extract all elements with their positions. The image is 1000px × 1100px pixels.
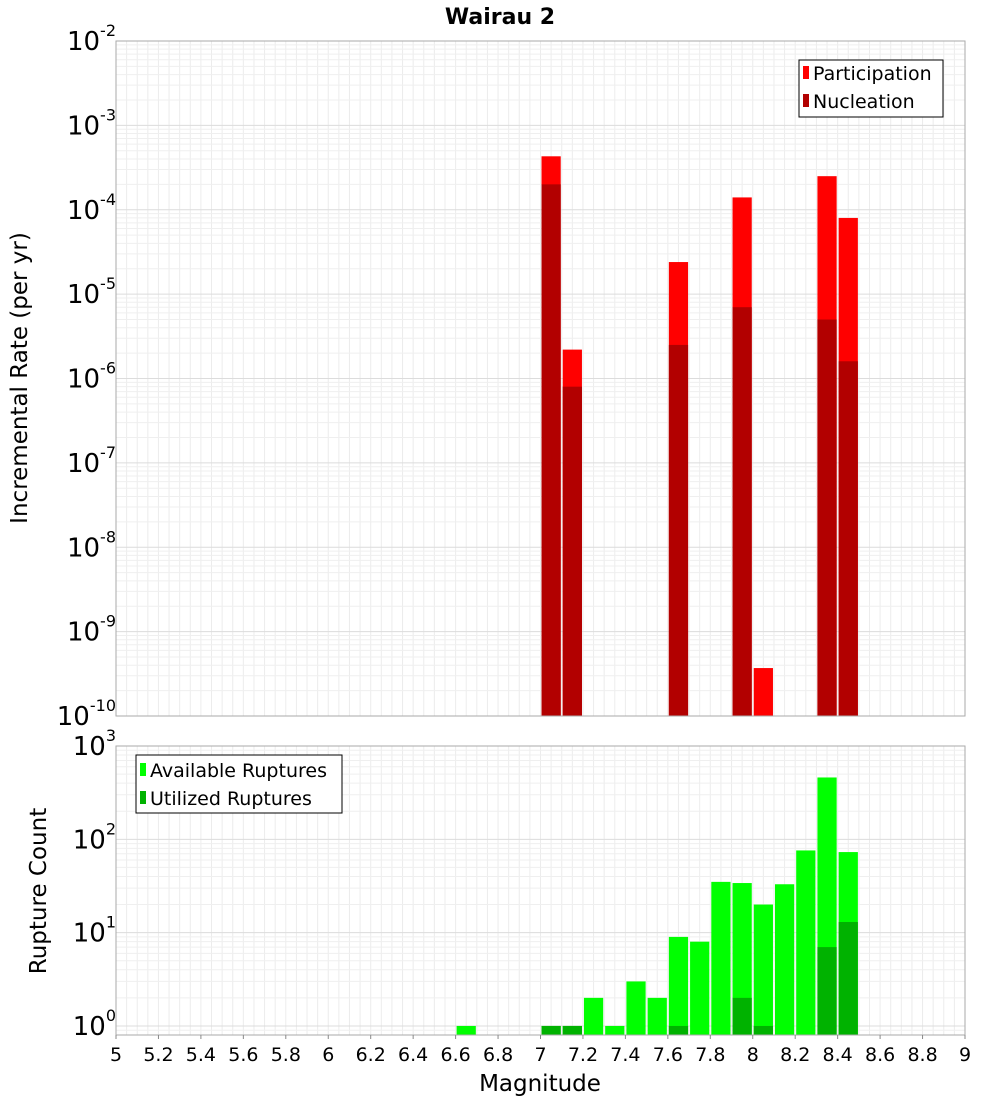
x-tick-label: 7.6 — [653, 1044, 683, 1066]
y-tick-label: 101 — [73, 913, 116, 949]
count-bars — [456, 777, 858, 1035]
chart-title: Wairau 2 — [445, 5, 555, 30]
y-tick-label: 10-2 — [67, 21, 116, 57]
rate-y-ticks: 10-10 10-9 10-8 10-7 10-6 10-5 10-4 10-3 10-2 — [57, 21, 116, 732]
rate-grid — [115, 40, 966, 717]
nucleation-bar — [562, 386, 582, 716]
available-ruptures-bar — [456, 1025, 476, 1035]
nucleation-legend-swatch — [803, 94, 809, 107]
rate-plot: 10-10 10-9 10-8 10-7 10-6 10-5 10-4 10-3 10-2 In… — [7, 21, 966, 732]
count-plot: 100 101 102 103 5 5.2 5.4 5.6 5.8 6 6.2 6.4 6.6 6.8 7… — [26, 726, 971, 1097]
y-tick-label: 10-9 — [67, 612, 116, 648]
utilized-legend-label: Utilized Ruptures — [150, 788, 312, 810]
participation-bar — [753, 668, 773, 716]
x-tick-label: 7.2 — [568, 1044, 598, 1066]
x-ticks: 5 5.2 5.4 5.6 5.8 6 6.2 6.4 6.6 6.8 7 7.2 7.4 7.6 7.8 8… — [110, 1035, 971, 1066]
y-tick-label: 10-10 — [57, 696, 116, 732]
x-tick-label: 5.4 — [186, 1044, 216, 1066]
y-tick-label: 103 — [73, 726, 116, 762]
x-tick-label: 8.2 — [780, 1044, 810, 1066]
rate-bars — [541, 156, 858, 717]
y-tick-label: 100 — [73, 1006, 116, 1042]
y-tick-label: 102 — [73, 819, 116, 855]
available-ruptures-bar — [711, 881, 731, 1035]
x-tick-label: 8.4 — [823, 1044, 853, 1066]
x-tick-label: 6 — [322, 1044, 334, 1066]
x-tick-label: 7.8 — [695, 1044, 725, 1066]
utilized-ruptures-bar — [668, 1025, 689, 1035]
x-tick-label: 6.4 — [398, 1044, 428, 1066]
available-ruptures-bar — [753, 904, 773, 1035]
y-tick-label: 10-5 — [67, 274, 116, 310]
y-tick-label: 10-4 — [67, 190, 116, 226]
y-tick-label: 10-7 — [67, 443, 116, 479]
x-tick-label: 5.2 — [143, 1044, 173, 1066]
nucleation-bar — [668, 344, 689, 716]
x-tick-label: 8.8 — [907, 1044, 937, 1066]
x-tick-label: 5 — [110, 1044, 122, 1066]
utilized-ruptures-bar — [838, 922, 858, 1035]
x-tick-label: 6.8 — [483, 1044, 513, 1066]
x-tick-label: 8.6 — [865, 1044, 895, 1066]
nucleation-legend-label: Nucleation — [813, 91, 915, 113]
rate-legend: Participation Nucleation — [798, 59, 944, 118]
x-tick-label: 5.6 — [228, 1044, 258, 1066]
x-tick-label: 8 — [747, 1044, 759, 1066]
utilized-ruptures-bar — [562, 1025, 582, 1035]
participation-legend-swatch — [803, 66, 809, 79]
nucleation-bar — [838, 361, 858, 716]
count-legend-box — [135, 754, 343, 814]
utilized-legend-swatch — [140, 791, 146, 804]
x-tick-label: 9 — [959, 1044, 971, 1066]
nucleation-bar — [817, 319, 837, 716]
count-y-axis-label: Rupture Count — [26, 808, 52, 974]
available-ruptures-bar — [774, 884, 795, 1035]
x-tick-label: 7.4 — [610, 1044, 640, 1066]
rate-legend-box — [798, 59, 944, 118]
available-ruptures-bar — [647, 997, 667, 1035]
y-tick-label: 10-3 — [67, 105, 116, 141]
utilized-ruptures-bar — [732, 997, 752, 1035]
utilized-ruptures-bar — [753, 1025, 773, 1035]
y-tick-label: 10-6 — [67, 359, 116, 395]
available-ruptures-bar — [605, 1025, 625, 1035]
x-tick-label: 7 — [534, 1044, 546, 1066]
nucleation-bar — [541, 184, 561, 717]
count-legend: Available Ruptures Utilized Ruptures — [135, 754, 343, 814]
x-tick-label: 6.2 — [356, 1044, 386, 1066]
x-tick-label: 6.6 — [440, 1044, 470, 1066]
utilized-ruptures-bar — [817, 947, 837, 1035]
available-ruptures-bar — [626, 981, 646, 1035]
x-axis-label: Magnitude — [479, 1071, 601, 1097]
available-ruptures-bar — [583, 997, 604, 1035]
y-tick-label: 10-8 — [67, 527, 116, 563]
available-ruptures-bar — [668, 936, 689, 1035]
available-legend-label: Available Ruptures — [150, 760, 327, 782]
participation-legend-label: Participation — [813, 63, 932, 85]
nucleation-bar — [732, 307, 752, 716]
available-ruptures-bar — [732, 883, 752, 1035]
count-y-ticks: 100 101 102 103 — [73, 726, 116, 1042]
available-ruptures-bar — [690, 941, 710, 1035]
utilized-ruptures-bar — [541, 1025, 561, 1035]
available-ruptures-bar — [796, 850, 816, 1035]
available-legend-swatch — [140, 763, 146, 776]
rate-plot-frame — [115, 40, 966, 717]
rate-y-axis-label: Incremental Rate (per yr) — [7, 232, 33, 524]
x-tick-label: 5.8 — [271, 1044, 301, 1066]
